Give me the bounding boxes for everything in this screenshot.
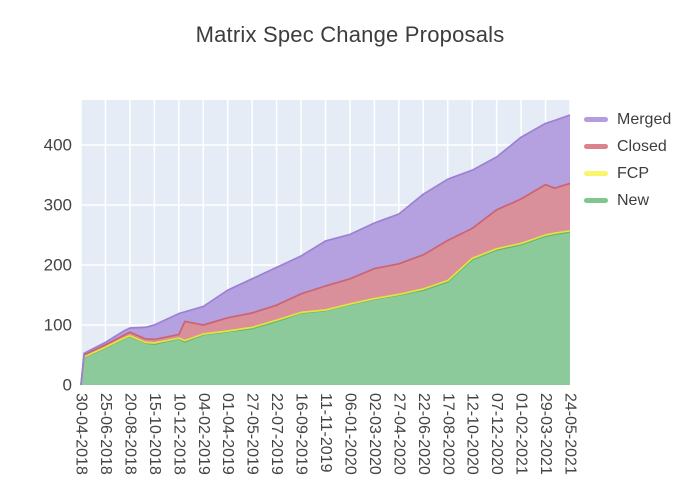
- line-fcp: [80, 229, 571, 386]
- x-tick-label: 25-06-2018: [97, 393, 114, 475]
- x-tick-label: 07-12-2020: [488, 393, 505, 475]
- x-tick-label: 04-02-2019: [195, 393, 212, 475]
- legend-label-merged: Merged: [617, 110, 672, 128]
- x-tick-label: 12-10-2020: [464, 393, 481, 475]
- x-tick-label: 01-02-2021: [513, 393, 530, 475]
- x-tick-label: 30-04-2018: [73, 393, 90, 475]
- legend-item-closed[interactable]: Closed: [584, 133, 671, 160]
- closed-swatch-icon: [584, 144, 608, 149]
- x-tick-label: 16-09-2019: [293, 393, 310, 475]
- fcp-swatch-icon: [584, 171, 608, 176]
- x-tick-label: 02-03-2020: [366, 393, 383, 475]
- legend-label-new: New: [617, 191, 650, 209]
- new-swatch-icon: [584, 198, 608, 203]
- legend-label-fcp: FCP: [617, 164, 649, 182]
- x-tick-label: 27-05-2019: [244, 393, 261, 475]
- y-tick-label: 0: [63, 376, 72, 395]
- area-new: [81, 232, 570, 385]
- x-tick-label: 11-11-2019: [317, 393, 334, 473]
- legend: Merged Closed FCP New: [584, 106, 671, 214]
- x-tick-label: 06-01-2020: [341, 393, 358, 475]
- x-tick-label: 10-12-2018: [170, 393, 187, 475]
- area-merged: [81, 115, 570, 385]
- legend-item-fcp[interactable]: FCP: [584, 160, 671, 187]
- x-tick-label: 27-04-2020: [390, 393, 407, 475]
- x-tick-label: 17-08-2020: [439, 393, 456, 475]
- legend-item-merged[interactable]: Merged: [584, 106, 671, 133]
- line-merged: [80, 114, 571, 386]
- x-tick-label: 01-04-2019: [219, 393, 236, 475]
- x-tick-label: 20-08-2018: [121, 393, 138, 475]
- line-closed: [80, 182, 571, 386]
- x-tick-label: 22-07-2019: [268, 393, 285, 475]
- y-tick-label: 400: [44, 136, 72, 155]
- merged-swatch-icon: [584, 117, 608, 122]
- x-tick-label: 22-06-2020: [415, 393, 432, 475]
- legend-label-closed: Closed: [617, 137, 667, 155]
- legend-item-new[interactable]: New: [584, 187, 671, 214]
- x-tick-label: 29-03-2021: [537, 393, 554, 475]
- chart-title: Matrix Spec Change Proposals: [195, 22, 505, 47]
- x-tick-label: 24-05-2021: [562, 393, 579, 475]
- x-tick-label: 15-10-2018: [146, 393, 163, 475]
- y-tick-label: 300: [44, 196, 72, 215]
- y-tick-label: 100: [44, 316, 72, 335]
- area-closed: [81, 183, 570, 385]
- y-tick-label: 200: [44, 256, 72, 275]
